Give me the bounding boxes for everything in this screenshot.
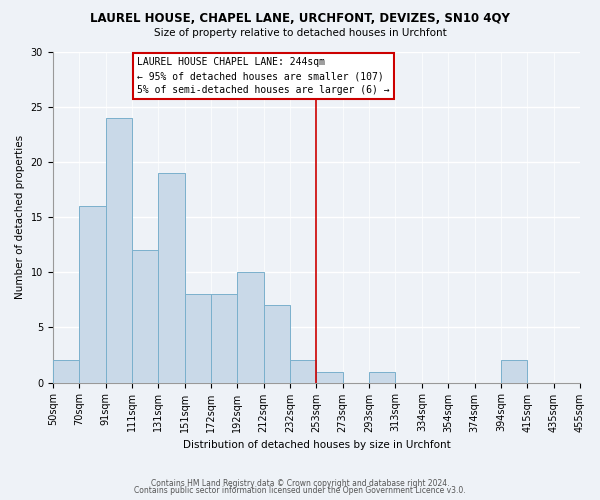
Text: Size of property relative to detached houses in Urchfont: Size of property relative to detached ho…: [154, 28, 446, 38]
Y-axis label: Number of detached properties: Number of detached properties: [15, 135, 25, 299]
Bar: [316, 372, 343, 382]
Bar: [263, 306, 290, 382]
Bar: [79, 206, 106, 382]
X-axis label: Distribution of detached houses by size in Urchfont: Distribution of detached houses by size …: [182, 440, 450, 450]
Bar: [501, 360, 527, 382]
Bar: [369, 372, 395, 382]
Bar: [53, 360, 79, 382]
Bar: [290, 360, 316, 382]
Bar: [185, 294, 211, 382]
Bar: [211, 294, 238, 382]
Bar: [106, 118, 132, 382]
Bar: [238, 272, 263, 382]
Bar: [132, 250, 158, 382]
Text: LAUREL HOUSE, CHAPEL LANE, URCHFONT, DEVIZES, SN10 4QY: LAUREL HOUSE, CHAPEL LANE, URCHFONT, DEV…: [90, 12, 510, 26]
Text: Contains public sector information licensed under the Open Government Licence v3: Contains public sector information licen…: [134, 486, 466, 495]
Bar: [158, 173, 185, 382]
Text: LAUREL HOUSE CHAPEL LANE: 244sqm
← 95% of detached houses are smaller (107)
5% o: LAUREL HOUSE CHAPEL LANE: 244sqm ← 95% o…: [137, 57, 390, 95]
Text: Contains HM Land Registry data © Crown copyright and database right 2024.: Contains HM Land Registry data © Crown c…: [151, 478, 449, 488]
